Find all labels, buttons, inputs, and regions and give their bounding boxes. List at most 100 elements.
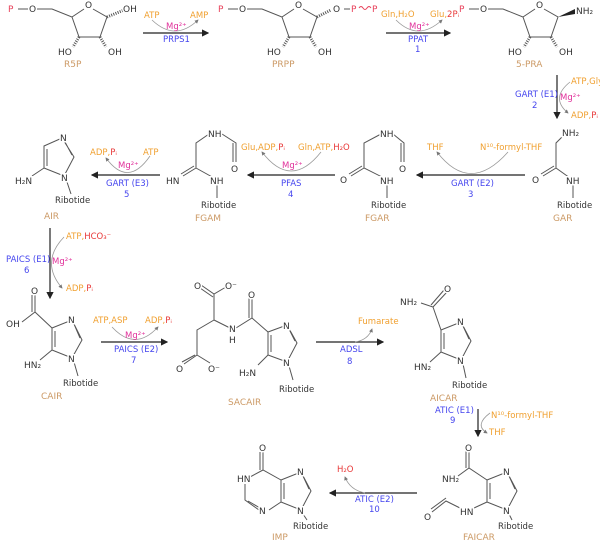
reaction-ppat: Gln,H₂O Glu,2Pᵢ Mg²⁺ PPAT 1	[381, 10, 459, 55]
atom-label: H₂N	[15, 177, 32, 187]
phosphate-atom: P	[218, 5, 224, 15]
atom-label: O	[248, 291, 255, 301]
ribotide-label: Ribotide	[557, 201, 592, 211]
molecule-name: CAIR	[41, 392, 62, 402]
atom-label: O	[29, 5, 36, 15]
step-number: 6	[24, 266, 29, 276]
substrate-label: ATP,ASP	[93, 316, 128, 326]
atom-label: O	[444, 285, 451, 295]
cofactor-label: Mg²⁺	[125, 331, 146, 341]
ribotide-label: Ribotide	[55, 196, 90, 206]
molecule-name: FAICAR	[463, 533, 495, 541]
ribotide-label: Ribotide	[63, 379, 98, 389]
cofactor-label: Mg²⁺	[118, 161, 139, 171]
reaction-pfas: Gln,ATP,H₂O Glu,ADP,Pᵢ Mg²⁺ PFAS 4	[241, 143, 350, 200]
atom-label: O	[424, 513, 431, 523]
molecule-5-pra: P O O NH₂ HO OH 5-PRA	[458, 0, 596, 70]
molecule-name: IMP	[272, 533, 288, 541]
atom-label: O	[31, 287, 38, 297]
atom-label: HN₂	[24, 361, 42, 371]
atom-label: N	[229, 325, 236, 335]
cofactor-label: Mg²⁺	[166, 22, 187, 32]
atom-label: NH	[380, 130, 394, 140]
atom-label: N	[457, 318, 464, 328]
step-number: 1	[415, 45, 420, 55]
phosphate-atom: P	[459, 5, 465, 15]
product-label: Glu,ADP,	[241, 143, 278, 153]
molecule-name: AIR	[44, 212, 59, 222]
atom-label: O	[536, 1, 543, 11]
reaction-paics-e1: ATP,HCO₃⁻ ADP,Pᵢ Mg²⁺ PAICS (E1) 6	[6, 228, 111, 300]
ribotide-label: Ribotide	[293, 522, 328, 532]
atom-label: NH	[210, 177, 224, 187]
atom-label: N	[68, 316, 75, 326]
atom-label: O	[333, 5, 340, 15]
molecule-name: FGAM	[195, 214, 221, 224]
product-label: THF	[488, 428, 506, 438]
molecule-imp: O HN N N N Ribotide IMP	[236, 443, 330, 541]
atom-label: O	[465, 444, 472, 454]
substrate-label: Gln,ATP,	[298, 143, 333, 153]
enzyme-label: PAICS (E1)	[6, 255, 50, 265]
atom-label: NH	[380, 177, 394, 187]
atom-label: N	[61, 174, 68, 184]
atom-label: O	[399, 165, 406, 175]
atom-label: HN₂	[414, 363, 432, 373]
atom-label: O	[532, 176, 539, 186]
atom-label: NH₂	[442, 475, 460, 485]
atom-label: NH	[208, 130, 222, 140]
atom-label: NH	[566, 177, 580, 187]
atom-label: NH₂	[576, 7, 594, 17]
atom-label: N	[297, 507, 304, 517]
substrate-label: ATP,Gly	[571, 77, 600, 87]
step-number: 8	[347, 357, 352, 367]
phosphate-atom: P	[351, 5, 357, 15]
svg-text:ADP,Pᵢ: ADP,Pᵢ	[145, 316, 172, 326]
atom-label: O	[194, 282, 201, 292]
reaction-atic-e1: N¹⁰-formyl-THF THF ATIC (E1) 9	[435, 406, 553, 438]
product-label: ADP,	[90, 148, 110, 158]
svg-text:ADP,Pᵢ: ADP,Pᵢ	[571, 111, 598, 121]
svg-text:ADP,Pᵢ: ADP,Pᵢ	[66, 284, 93, 294]
atom-label: O	[231, 165, 238, 175]
cofactor-label: Mg²⁺	[52, 257, 73, 267]
svg-text:ATP,HCO₃⁻: ATP,HCO₃⁻	[66, 232, 111, 242]
atom-label: N	[283, 359, 290, 369]
phosphate-atom: P	[8, 5, 14, 15]
phosphate-atom: P	[372, 5, 378, 15]
atom-label: O	[85, 1, 92, 11]
molecule-fgar: NH O O NH Ribotide FGAR	[339, 129, 408, 225]
atom-label: HO	[58, 48, 72, 58]
product-label: 2Pᵢ	[447, 10, 459, 20]
product-label: Pᵢ	[165, 316, 172, 326]
molecule-sacair: O O⁻ N H O O O⁻ N N H₂N Ribotide SACAIR	[175, 281, 316, 409]
enzyme-label: ADSL	[340, 345, 363, 355]
molecule-name: SACAIR	[228, 398, 261, 408]
enzyme-label: GART (E3)	[106, 179, 149, 189]
atom-label: HO	[267, 48, 281, 58]
atom-label: O⁻	[208, 365, 220, 375]
molecule-prpp: P O O O P P HO OH PRPP	[217, 0, 380, 70]
enzyme-label: GART (E2)	[451, 179, 494, 189]
atom-label: O	[480, 5, 487, 15]
ribotide-label: Ribotide	[371, 201, 406, 211]
atom-label: NH₂	[400, 298, 418, 308]
atom-label: O	[239, 5, 246, 15]
atom-label: HN	[237, 475, 251, 485]
atom-label: NH₂	[562, 129, 580, 139]
molecule-name: 5-PRA	[516, 60, 543, 70]
atom-label: N	[297, 468, 304, 478]
svg-text:Glu,2Pᵢ: Glu,2Pᵢ	[430, 10, 459, 20]
atom-label: N	[503, 468, 510, 478]
product-label: ADP,	[66, 284, 86, 294]
product-label: Pᵢ	[278, 143, 285, 153]
atom-label: N	[283, 322, 290, 332]
atom-label: N	[259, 507, 266, 517]
enzyme-label: PAICS (E2)	[114, 345, 158, 355]
substrate-label: N¹⁰-formyl-THF	[491, 411, 553, 421]
svg-text:Glu,ADP,Pᵢ: Glu,ADP,Pᵢ	[241, 143, 285, 153]
atom-label: N	[60, 134, 67, 144]
ribotide-label: Ribotide	[452, 381, 487, 391]
product-label: AMP	[190, 11, 208, 21]
step-number: 10	[369, 505, 380, 515]
